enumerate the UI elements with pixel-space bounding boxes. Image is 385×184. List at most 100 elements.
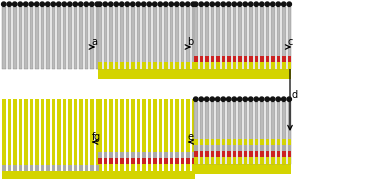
- Bar: [233, 102, 236, 164]
- Bar: [249, 56, 253, 62]
- Bar: [109, 99, 112, 171]
- Bar: [104, 158, 107, 164]
- Bar: [233, 151, 236, 157]
- Bar: [164, 62, 167, 69]
- Bar: [199, 157, 203, 164]
- Bar: [199, 62, 203, 69]
- Circle shape: [216, 97, 220, 101]
- Bar: [186, 66, 189, 69]
- Bar: [84, 99, 88, 171]
- Bar: [68, 7, 72, 69]
- Bar: [13, 99, 17, 171]
- Bar: [114, 66, 118, 69]
- Bar: [194, 66, 198, 69]
- Bar: [205, 66, 209, 69]
- Bar: [159, 152, 162, 158]
- Bar: [175, 152, 179, 158]
- Bar: [211, 151, 214, 157]
- Bar: [2, 99, 5, 171]
- Bar: [276, 102, 280, 164]
- Bar: [271, 102, 275, 164]
- Bar: [211, 139, 214, 145]
- Bar: [238, 157, 241, 164]
- Bar: [216, 151, 219, 157]
- Text: a: a: [91, 37, 97, 47]
- Circle shape: [281, 2, 286, 6]
- Bar: [249, 151, 253, 157]
- Bar: [120, 99, 124, 171]
- Bar: [233, 7, 236, 69]
- Bar: [79, 7, 82, 69]
- Text: b: b: [187, 37, 193, 47]
- Bar: [221, 139, 225, 145]
- Bar: [233, 66, 236, 69]
- Bar: [271, 7, 275, 69]
- Bar: [216, 161, 219, 164]
- Bar: [35, 165, 38, 171]
- Bar: [35, 99, 38, 171]
- Bar: [62, 165, 66, 171]
- Bar: [249, 161, 253, 164]
- Bar: [254, 151, 258, 157]
- Bar: [282, 66, 286, 69]
- Bar: [120, 66, 124, 69]
- Circle shape: [180, 2, 184, 6]
- Bar: [24, 165, 27, 171]
- Bar: [276, 62, 280, 69]
- Bar: [211, 145, 214, 151]
- Bar: [260, 56, 263, 62]
- Bar: [98, 152, 102, 158]
- Bar: [249, 66, 253, 69]
- Circle shape: [164, 2, 168, 6]
- Bar: [199, 161, 203, 164]
- Bar: [164, 99, 167, 171]
- Bar: [30, 7, 33, 69]
- Circle shape: [226, 2, 231, 6]
- Bar: [142, 7, 146, 69]
- Bar: [57, 165, 60, 171]
- Circle shape: [265, 97, 270, 101]
- Bar: [243, 145, 247, 151]
- Bar: [276, 56, 280, 62]
- Bar: [35, 7, 38, 69]
- Bar: [164, 158, 167, 164]
- Bar: [181, 7, 184, 69]
- Circle shape: [95, 2, 99, 6]
- Bar: [98, 69, 195, 79]
- Bar: [233, 145, 236, 151]
- Bar: [199, 66, 203, 69]
- Bar: [137, 66, 140, 69]
- Bar: [175, 99, 179, 171]
- Bar: [211, 56, 214, 62]
- Circle shape: [254, 2, 258, 6]
- Bar: [227, 139, 231, 145]
- Circle shape: [40, 2, 44, 6]
- Bar: [211, 157, 214, 164]
- Circle shape: [109, 2, 113, 6]
- Bar: [271, 62, 275, 69]
- Bar: [271, 151, 275, 157]
- Bar: [131, 7, 134, 69]
- Bar: [276, 7, 280, 69]
- Bar: [175, 66, 179, 69]
- Bar: [266, 7, 269, 69]
- Bar: [186, 99, 189, 171]
- Bar: [205, 151, 209, 157]
- Bar: [254, 157, 258, 164]
- Bar: [191, 152, 195, 158]
- Bar: [74, 165, 77, 171]
- Text: c: c: [287, 37, 293, 47]
- Bar: [288, 139, 291, 145]
- Bar: [98, 62, 102, 69]
- Bar: [68, 165, 72, 171]
- Bar: [169, 62, 173, 69]
- Bar: [142, 152, 146, 158]
- Bar: [199, 56, 203, 62]
- Bar: [84, 165, 88, 171]
- Bar: [216, 139, 219, 145]
- Circle shape: [125, 2, 129, 6]
- Bar: [194, 161, 198, 164]
- Circle shape: [276, 2, 280, 6]
- Bar: [194, 69, 291, 79]
- Bar: [227, 7, 231, 69]
